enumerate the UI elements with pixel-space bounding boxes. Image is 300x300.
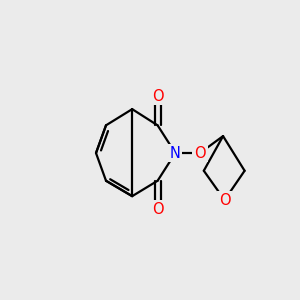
Text: O: O xyxy=(152,202,164,217)
Text: O: O xyxy=(194,146,206,160)
Text: O: O xyxy=(152,88,164,104)
Text: O: O xyxy=(219,193,230,208)
Text: N: N xyxy=(170,146,181,160)
